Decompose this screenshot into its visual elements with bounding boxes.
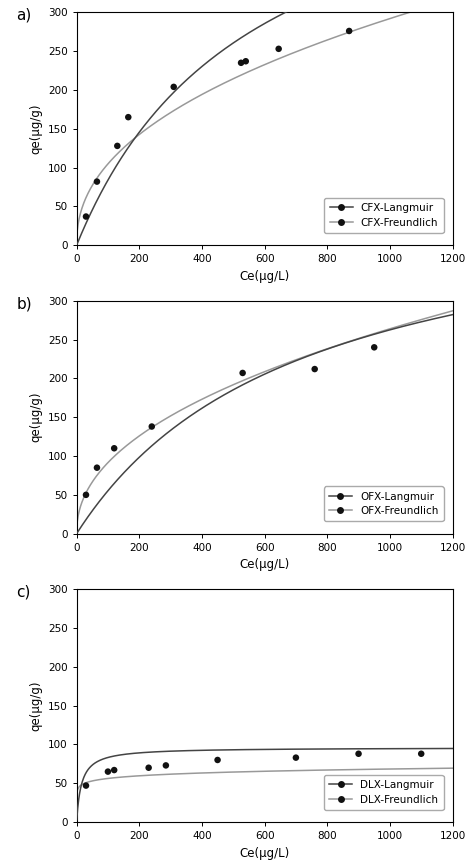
- Legend: CFX-Langmuir, CFX-Freundlich: CFX-Langmuir, CFX-Freundlich: [324, 198, 444, 233]
- Point: [214, 753, 221, 767]
- Point: [93, 174, 101, 188]
- Point: [82, 488, 90, 502]
- Point: [170, 80, 177, 94]
- Point: [242, 55, 249, 69]
- Point: [110, 763, 118, 777]
- Text: b): b): [17, 296, 32, 311]
- X-axis label: Ce(μg/L): Ce(μg/L): [239, 558, 290, 571]
- Point: [239, 366, 246, 380]
- Point: [418, 746, 425, 760]
- Point: [148, 419, 155, 433]
- Point: [93, 461, 101, 475]
- Point: [82, 209, 90, 223]
- Text: c): c): [17, 584, 31, 600]
- Point: [110, 441, 118, 455]
- X-axis label: Ce(μg/L): Ce(μg/L): [239, 270, 290, 283]
- Text: a): a): [17, 8, 32, 23]
- Legend: OFX-Langmuir, OFX-Freundlich: OFX-Langmuir, OFX-Freundlich: [324, 486, 444, 522]
- Point: [275, 42, 283, 56]
- Point: [82, 779, 90, 792]
- Point: [370, 340, 378, 354]
- Point: [237, 56, 245, 69]
- Y-axis label: qe(μg/g): qe(μg/g): [29, 392, 42, 443]
- Y-axis label: qe(μg/g): qe(μg/g): [29, 681, 42, 731]
- Point: [114, 139, 121, 153]
- Legend: DLX-Langmuir, DLX-Freundlich: DLX-Langmuir, DLX-Freundlich: [324, 775, 444, 810]
- Y-axis label: qe(μg/g): qe(μg/g): [29, 103, 42, 154]
- Point: [104, 765, 112, 779]
- Point: [162, 759, 170, 773]
- Point: [292, 751, 300, 765]
- Point: [145, 760, 153, 774]
- Point: [355, 746, 362, 760]
- Point: [311, 362, 319, 376]
- Point: [346, 24, 353, 38]
- Point: [125, 110, 132, 124]
- X-axis label: Ce(μg/L): Ce(μg/L): [239, 846, 290, 859]
